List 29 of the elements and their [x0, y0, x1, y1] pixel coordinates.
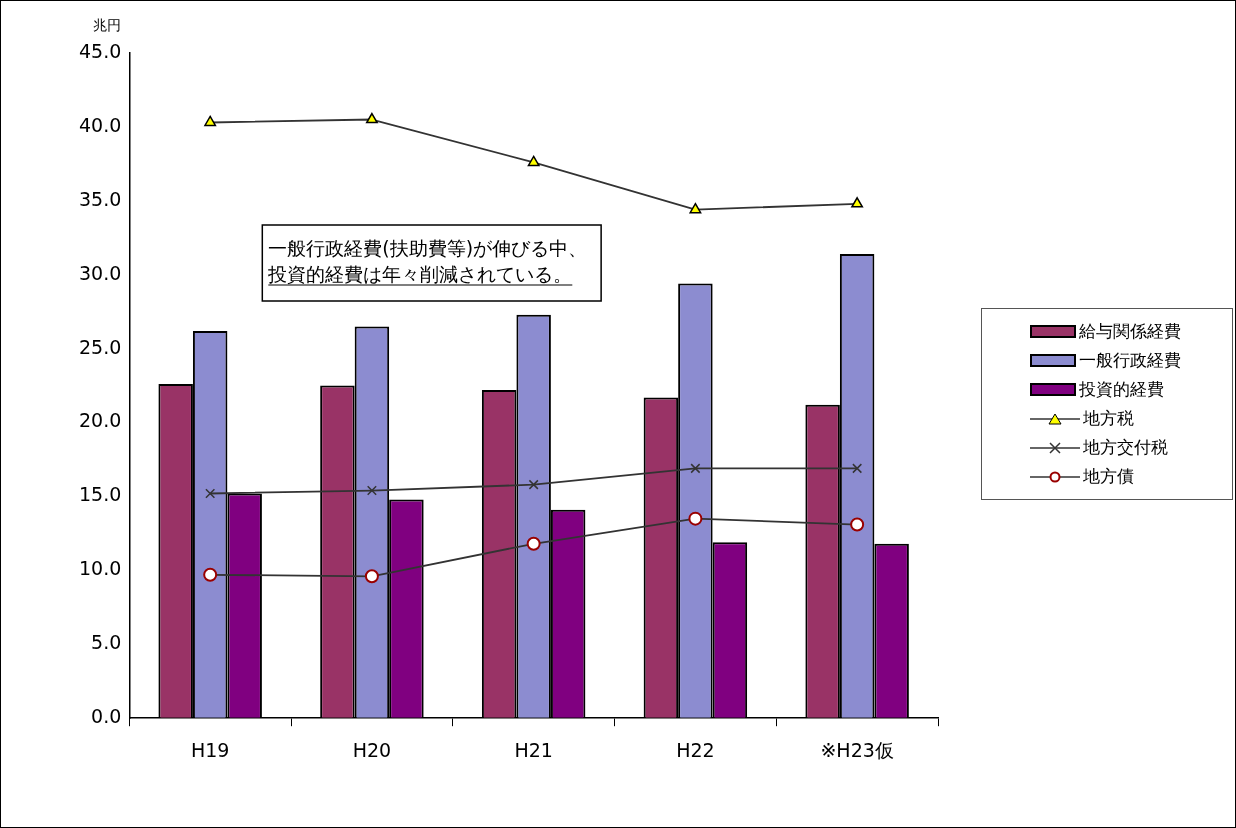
- legend-label: 給与関係経費: [1079, 320, 1181, 343]
- x-tick-label: H20: [352, 738, 392, 761]
- x-tick-label: ※H23仮: [820, 738, 894, 761]
- y-tick-label: 10.0: [78, 557, 122, 580]
- y-tick-label: 25.0: [78, 335, 122, 358]
- y-tick-label: 30.0: [78, 261, 122, 284]
- point: [852, 463, 863, 474]
- point: [366, 485, 377, 496]
- legend-label: 地方交付税: [1083, 436, 1168, 459]
- x-tick-label: H19: [190, 738, 230, 761]
- y-tick-label: 35.0: [78, 187, 122, 210]
- point: [205, 488, 216, 499]
- x-tick-label: H22: [676, 738, 715, 761]
- legend-label: 投資的経費: [1079, 378, 1164, 401]
- y-tick-label: 40.0: [78, 113, 122, 136]
- y-tick-label: 5.0: [91, 631, 122, 654]
- y-tick-label: 15.0: [78, 483, 122, 506]
- legend-label: 地方税: [1083, 407, 1134, 430]
- legend-label: 地方債: [1083, 465, 1134, 488]
- y-tick-label: 20.0: [78, 409, 122, 432]
- annotation: 投資的経費は年々削減されている。: [267, 263, 573, 285]
- y-tick-label: 45.0: [78, 39, 122, 62]
- x-tick-label: H21: [514, 738, 553, 761]
- point: [690, 463, 701, 474]
- point: [528, 479, 539, 490]
- annotation: 一般行政経費(扶助費等)が伸びる中、: [268, 237, 588, 259]
- y-axis-title: 兆円: [93, 16, 122, 33]
- y-tick-label: 0.0: [91, 705, 122, 728]
- legend-label: 一般行政経費: [1079, 349, 1181, 372]
